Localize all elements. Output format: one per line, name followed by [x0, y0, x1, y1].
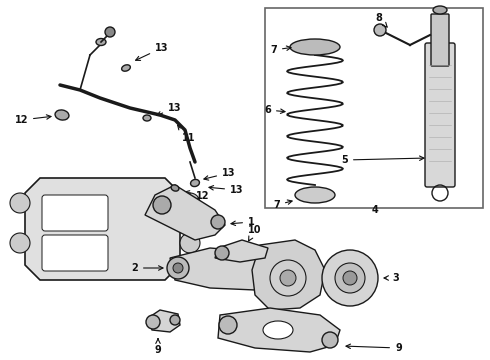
Circle shape [219, 316, 237, 334]
Circle shape [180, 193, 200, 213]
Text: 13: 13 [209, 185, 244, 195]
Circle shape [105, 27, 115, 37]
Ellipse shape [171, 185, 179, 191]
Ellipse shape [143, 115, 151, 121]
Circle shape [173, 263, 183, 273]
Polygon shape [215, 240, 268, 262]
Text: 13: 13 [204, 168, 236, 180]
Circle shape [322, 332, 338, 348]
Ellipse shape [96, 39, 106, 45]
Bar [265, 8, 483, 208]
Polygon shape [145, 185, 225, 240]
Circle shape [322, 250, 378, 306]
Text: 9: 9 [155, 339, 161, 355]
Text: 12: 12 [185, 191, 210, 201]
Circle shape [374, 24, 386, 36]
Polygon shape [148, 310, 180, 332]
Ellipse shape [122, 65, 130, 71]
Polygon shape [170, 248, 275, 290]
Circle shape [10, 233, 30, 253]
Text: 8: 8 [375, 13, 387, 27]
FancyBboxPatch shape [42, 235, 108, 271]
Circle shape [211, 215, 225, 229]
Ellipse shape [433, 6, 447, 14]
Text: 11: 11 [177, 125, 196, 143]
Circle shape [153, 196, 171, 214]
Ellipse shape [191, 179, 199, 186]
Circle shape [10, 193, 30, 213]
Text: 7: 7 [273, 200, 292, 210]
FancyBboxPatch shape [431, 14, 449, 66]
Text: 2: 2 [131, 263, 163, 273]
Circle shape [167, 257, 189, 279]
Text: 4: 4 [371, 205, 378, 215]
Ellipse shape [263, 321, 293, 339]
Text: 13: 13 [136, 43, 169, 60]
FancyBboxPatch shape [425, 43, 455, 187]
Text: 5: 5 [341, 155, 424, 165]
Polygon shape [218, 308, 340, 352]
Text: 9: 9 [346, 343, 402, 353]
Circle shape [343, 271, 357, 285]
Circle shape [335, 263, 365, 293]
FancyBboxPatch shape [42, 195, 108, 231]
Text: 6: 6 [264, 105, 285, 115]
Polygon shape [25, 178, 180, 280]
Polygon shape [252, 240, 325, 310]
Ellipse shape [55, 110, 69, 120]
Circle shape [280, 270, 296, 286]
Text: 3: 3 [384, 273, 399, 283]
Text: 13: 13 [157, 103, 181, 116]
Text: 10: 10 [248, 225, 262, 241]
Circle shape [170, 315, 180, 325]
Ellipse shape [290, 39, 340, 55]
Text: 1: 1 [231, 217, 255, 227]
Circle shape [146, 315, 160, 329]
Text: 7: 7 [270, 45, 291, 55]
Circle shape [215, 246, 229, 260]
Circle shape [180, 233, 200, 253]
Ellipse shape [295, 187, 335, 203]
Text: 12: 12 [15, 115, 51, 125]
